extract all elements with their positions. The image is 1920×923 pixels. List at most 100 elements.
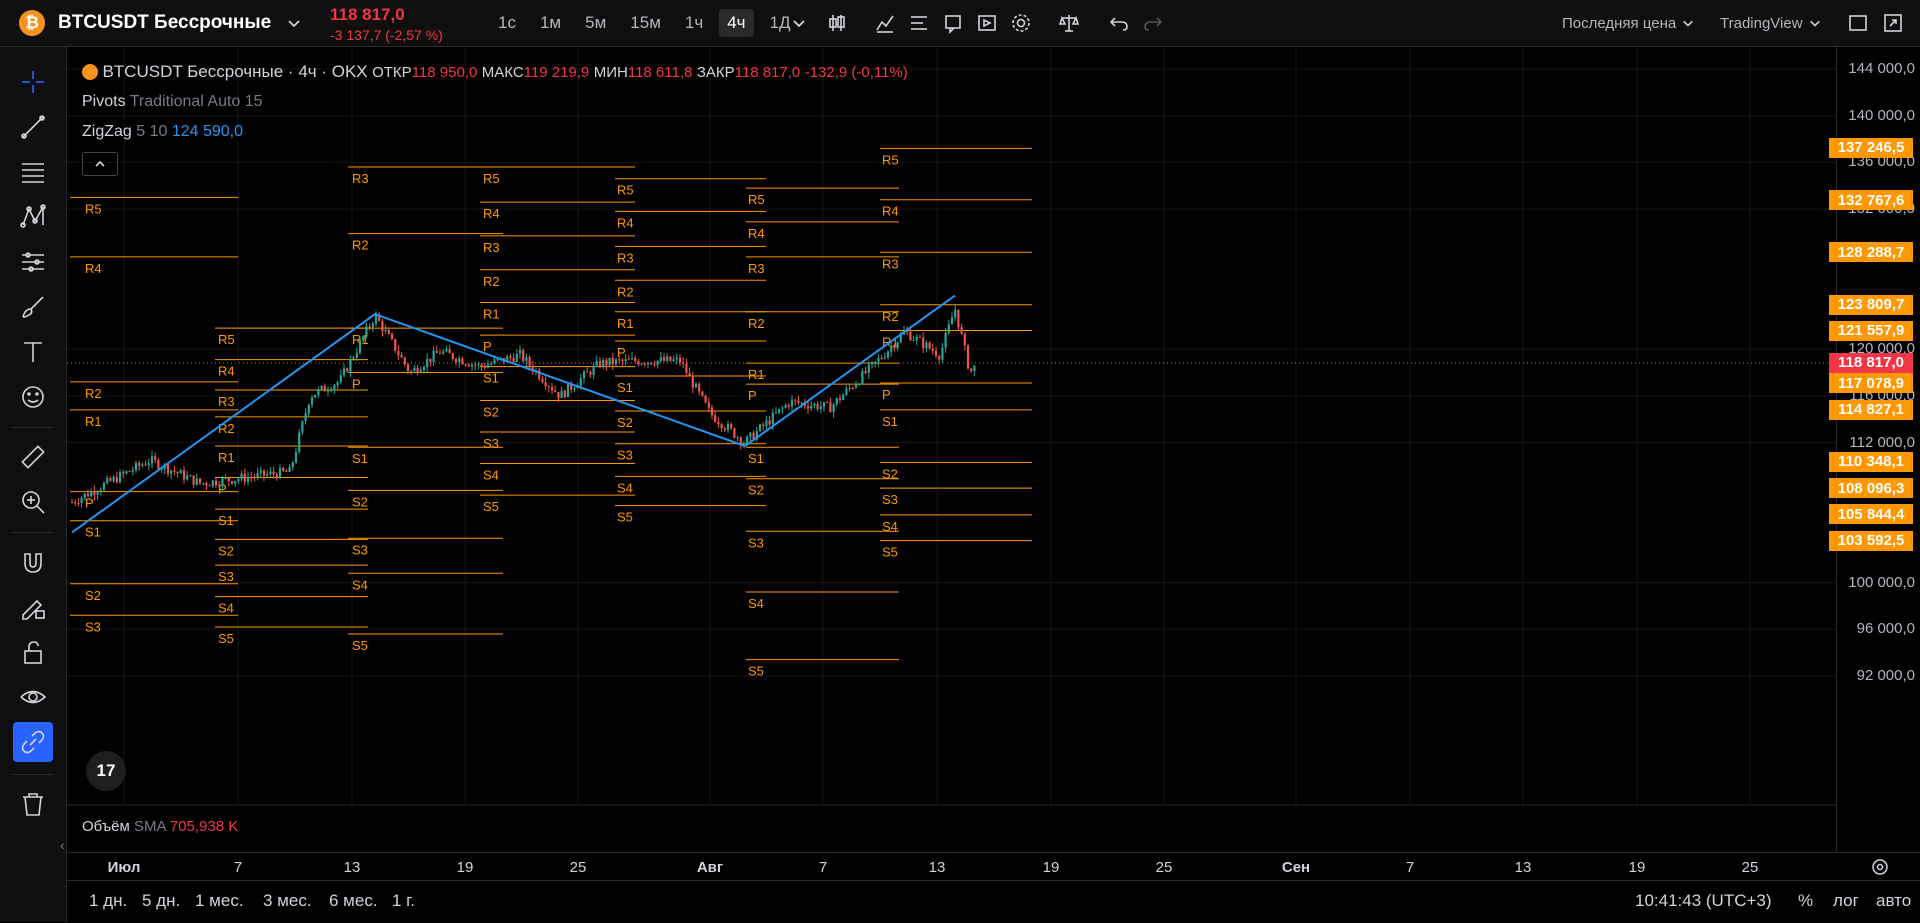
pivot-label: R2 (352, 238, 369, 253)
text-icon[interactable] (13, 332, 53, 372)
timeframe-4[interactable]: 1ч (684, 13, 704, 32)
timeframe-2[interactable]: 5м (585, 13, 607, 32)
candle-body (634, 358, 637, 362)
candle-body (570, 384, 573, 390)
source-select[interactable]: TradingView (1720, 0, 1821, 46)
ruler-icon[interactable] (13, 437, 53, 477)
percent-toggle[interactable]: % (1798, 891, 1814, 910)
candle-body (915, 337, 918, 340)
magnet-icon[interactable] (13, 542, 53, 582)
trend-line-icon[interactable] (13, 107, 53, 147)
gear-icon[interactable] (1008, 0, 1034, 46)
redo-icon[interactable] (1140, 0, 1166, 46)
tradingview-logo[interactable]: 17 (86, 751, 126, 791)
timeframe-3[interactable]: 15м (630, 13, 661, 32)
candle-body (294, 451, 298, 463)
symbol-legend[interactable]: BTCUSDT Бессрочные · 4ч · OKX ОТКР118 95… (82, 62, 908, 82)
toolbar-divider (12, 427, 54, 428)
fullscreen-icon[interactable] (1880, 0, 1906, 46)
lock-drawing-pencil-icon[interactable] (13, 587, 53, 627)
range-button-2[interactable]: 1 мес. (195, 891, 244, 910)
candle-body (326, 390, 330, 392)
range-button-3[interactable]: 3 мес. (263, 891, 312, 910)
timeframe-dropdown-chevron-icon[interactable] (792, 0, 806, 46)
templates-icon[interactable] (906, 0, 932, 46)
candle-body (70, 502, 74, 504)
candle-body (829, 402, 832, 413)
compare-scale-icon[interactable] (1056, 0, 1082, 46)
timeframe-5[interactable]: 4ч (719, 9, 754, 37)
bitcoin-logo-icon[interactable]: ₿ (18, 0, 46, 46)
chevron-down-icon[interactable] (286, 0, 302, 46)
candle-body (944, 332, 947, 348)
price-axis-label: 140 000,0 (1848, 106, 1915, 124)
eye-icon[interactable] (13, 677, 53, 717)
timeframe-1[interactable]: 1м (539, 13, 562, 32)
range-button-0[interactable]: 1 дн. (89, 891, 128, 910)
trash-icon[interactable] (13, 784, 53, 824)
zigzag-legend[interactable]: ZigZag 5 10 124 590,0 (82, 123, 243, 141)
price-type-select[interactable]: Последняя цена (1562, 0, 1694, 46)
pivot-label: S5 (218, 631, 234, 646)
lock-icon[interactable] (13, 632, 53, 672)
log-toggle[interactable]: лог (1833, 891, 1859, 910)
candle-body (416, 367, 419, 373)
undo-icon[interactable] (1106, 0, 1132, 46)
candle-body (307, 404, 310, 414)
replay-icon[interactable] (974, 0, 1000, 46)
pivot-label: S3 (748, 535, 764, 550)
auto-toggle[interactable]: авто (1876, 891, 1912, 910)
pivot-label: S4 (483, 468, 499, 483)
time-axis[interactable]: Июл 7 13 19 25 Авг 7 13 19 25 Сен 7 13 19 25 (67, 852, 1920, 881)
candle-body (125, 471, 128, 474)
candle-body (480, 364, 483, 367)
link-icon[interactable] (13, 722, 53, 762)
candle-body (211, 480, 214, 486)
clock[interactable]: 10:41:43 (UTC+3) (1635, 891, 1772, 910)
range-button-1[interactable]: 5 дн. (142, 891, 181, 910)
chart-pane[interactable]: R5 R4 R2 R1 P S1 S2 S3 R5 R4 R3 R2 R1 P S1 S2 S3 S4 S5 R3 R2… (67, 47, 1836, 807)
timeframe-6[interactable]: 1Д (769, 13, 791, 32)
candle-body (525, 357, 528, 362)
candle-body (93, 491, 96, 495)
range-button-4[interactable]: 6 мес. (329, 891, 378, 910)
pivots-legend[interactable]: Pivots Traditional Auto 15 (82, 93, 263, 111)
timeframe-0[interactable]: 1с (498, 13, 516, 32)
symbol-title[interactable]: BTCUSDT Бессрочные (58, 12, 272, 33)
candle-body (557, 392, 560, 399)
candle-body (826, 402, 829, 404)
candle-body (285, 470, 288, 472)
indicators-icon[interactable] (872, 0, 898, 46)
fib-retracement-icon[interactable] (13, 152, 53, 192)
candle-body (624, 358, 627, 362)
emoji-icon[interactable] (13, 377, 53, 417)
axis-settings-icon[interactable] (1870, 857, 1890, 882)
pivot-price-badge: 123 809,7 (1829, 294, 1913, 315)
candle-body (918, 337, 922, 339)
pivots-name: Pivots (82, 93, 126, 110)
candle-body (797, 400, 800, 403)
crosshair-icon[interactable] (13, 62, 53, 102)
candle-body (186, 475, 189, 480)
legend-close: 118 817,0 (734, 64, 801, 81)
collapse-toolbar-chevron-icon[interactable]: ‹ (60, 837, 65, 853)
candle-body (822, 402, 826, 407)
layout-window-icon[interactable] (1845, 0, 1871, 46)
pivot-label: R4 (218, 364, 235, 379)
range-button-5[interactable]: 1 г. (392, 891, 416, 910)
alert-icon[interactable] (940, 0, 966, 46)
volume-legend[interactable]: Объём SMA 705,938 K (82, 818, 238, 835)
pivot-label: S5 (748, 664, 764, 679)
candles-type-icon[interactable] (824, 0, 850, 46)
candle-body (579, 378, 582, 386)
last-price: 118 817,0 (330, 5, 405, 24)
zoom-in-icon[interactable] (13, 482, 53, 522)
candle-body (698, 383, 701, 392)
pattern-icon[interactable] (13, 197, 53, 237)
brush-icon[interactable] (13, 287, 53, 327)
collapse-legend-button[interactable] (82, 152, 118, 176)
price-chart[interactable]: R5 R4 R2 R1 P S1 S2 S3 R5 R4 R3 R2 R1 P S1 S2 S3 S4 S5 R3 R2… (67, 47, 1836, 807)
candle-body (224, 477, 227, 479)
forecast-tools-icon[interactable] (13, 242, 53, 282)
